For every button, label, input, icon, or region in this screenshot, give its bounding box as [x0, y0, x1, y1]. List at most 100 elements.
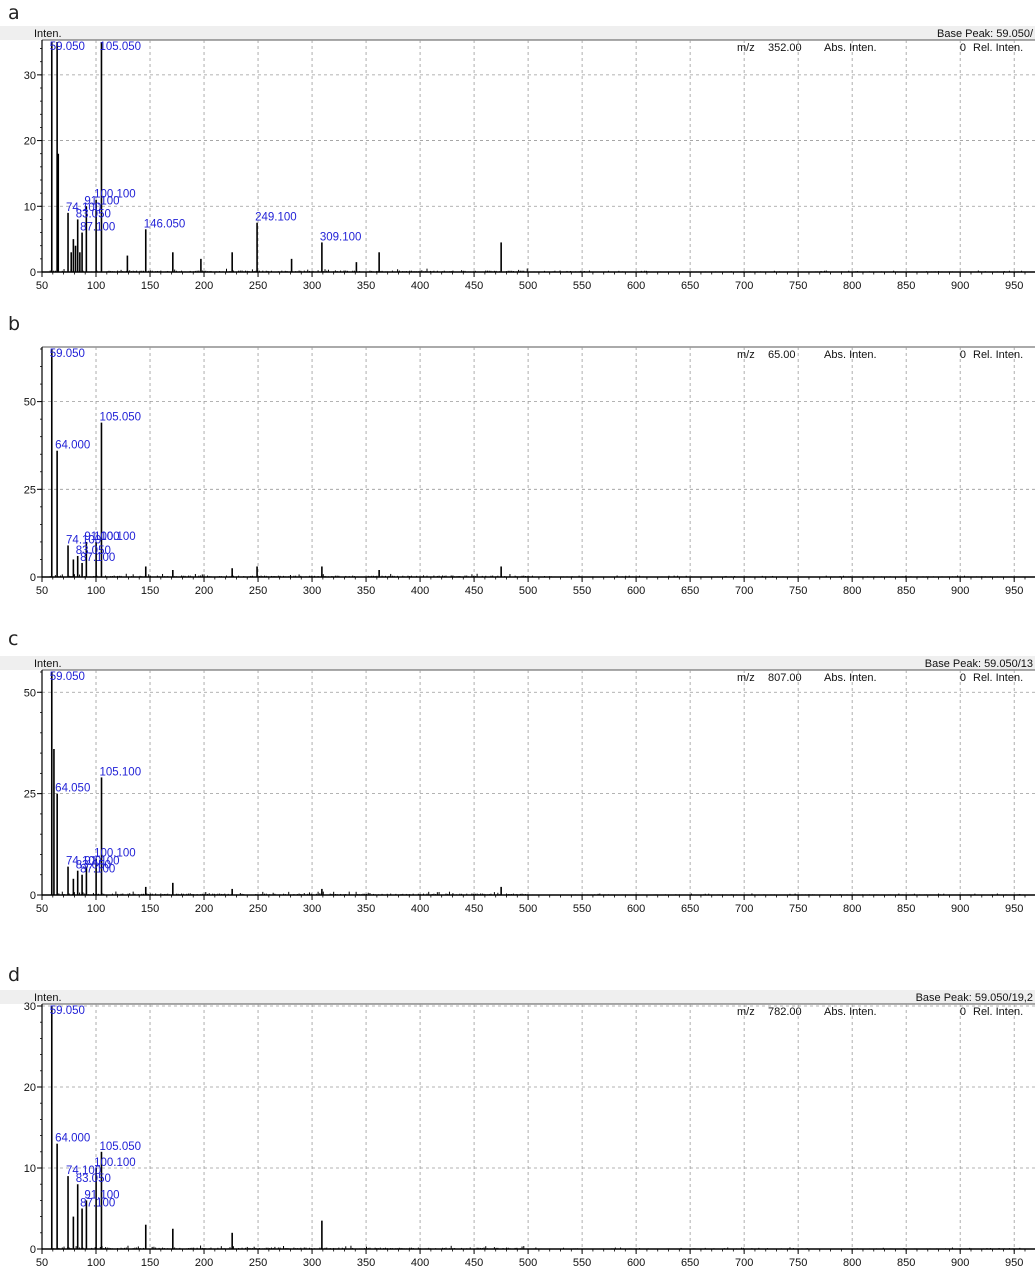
x-tick-label: 800 [843, 903, 861, 915]
peak-label: 100.100 [94, 1157, 136, 1169]
x-tick-label: 950 [1005, 280, 1023, 292]
readout-mz-label: m/z [737, 42, 755, 54]
peak-label: 59.050 [50, 671, 85, 683]
x-tick-label: 100 [87, 1257, 105, 1269]
readout-mz-value: 352.00 [768, 42, 802, 54]
x-tick-label: 150 [141, 585, 159, 597]
readout-rel-label: Rel. Inten. [973, 1006, 1023, 1018]
peak-label: 64.050 [55, 783, 90, 795]
y-tick-label: 10 [24, 201, 36, 213]
peak-label: 91.100 [84, 856, 119, 868]
x-tick-label: 850 [897, 1257, 915, 1269]
x-tick-label: 700 [735, 585, 753, 597]
y-tick-label: 50 [24, 397, 36, 409]
readout-rel-label: Rel. Inten. [973, 672, 1023, 684]
intensity-label: Inten. [34, 658, 62, 670]
y-tick-label: 0 [30, 572, 36, 584]
readout-abs-label: Abs. Inten. [824, 349, 877, 361]
x-tick-label: 350 [357, 1257, 375, 1269]
panel-letter-c: c [8, 628, 19, 650]
x-tick-label: 250 [249, 903, 267, 915]
x-tick-label: 650 [681, 585, 699, 597]
header-strip [0, 656, 1035, 670]
y-tick-label: 0 [30, 890, 36, 902]
x-tick-label: 700 [735, 1257, 753, 1269]
readout-mz-value: 782.00 [768, 1006, 802, 1018]
readout-mz-label: m/z [737, 672, 755, 684]
x-tick-label: 600 [627, 1257, 645, 1269]
x-tick-label: 400 [411, 280, 429, 292]
readout-mz-label: m/z [737, 349, 755, 361]
x-tick-label: 600 [627, 280, 645, 292]
x-tick-label: 450 [465, 280, 483, 292]
x-tick-label: 250 [249, 1257, 267, 1269]
peak-label: 146.050 [144, 218, 186, 230]
x-tick-label: 650 [681, 1257, 699, 1269]
peak-label: 91.100 [84, 195, 119, 207]
x-tick-label: 350 [357, 280, 375, 292]
readout-abs-label: Abs. Inten. [824, 672, 877, 684]
x-tick-label: 750 [789, 1257, 807, 1269]
panel-letter-d: d [8, 964, 21, 986]
x-tick-label: 500 [519, 903, 537, 915]
spectrum-d: Inten. Base Peak: 59.050/19,2 m/z 782.00 Abs… [0, 990, 1035, 1269]
x-tick-label: 900 [951, 1257, 969, 1269]
x-tick-label: 950 [1005, 585, 1023, 597]
x-tick-label: 200 [195, 903, 213, 915]
x-tick-label: 800 [843, 1257, 861, 1269]
readout-abs-value: 0 [960, 349, 966, 361]
peak-label: 74.100 [66, 856, 101, 868]
peak-label: 309.100 [320, 231, 362, 243]
x-tick-label: 500 [519, 280, 537, 292]
peak-label: 100.100 [94, 189, 136, 201]
spectrum-b: m/z 65.00 Abs. Inten. 0 Rel. Inten. 59.050 64.… [24, 346, 1035, 597]
x-tick-label: 50 [36, 585, 48, 597]
x-tick-label: 550 [573, 280, 591, 292]
y-tick-label: 30 [24, 70, 36, 82]
peak-label: 74.100 [66, 1165, 101, 1177]
x-tick-label: 350 [357, 585, 375, 597]
readout-rel-label: Rel. Inten. [973, 42, 1023, 54]
x-tick-label: 300 [303, 280, 321, 292]
x-tick-label: 500 [519, 1257, 537, 1269]
x-tick-label: 500 [519, 585, 537, 597]
readout-mz-label: m/z [737, 1006, 755, 1018]
x-tick-label: 100 [87, 280, 105, 292]
peak-label: 83.050 [76, 860, 111, 872]
x-tick-label: 150 [141, 1257, 159, 1269]
y-tick-label: 50 [24, 687, 36, 699]
peak-label: 59.050 [50, 41, 85, 53]
x-tick-label: 900 [951, 585, 969, 597]
header-strip [0, 990, 1035, 1004]
x-tick-label: 950 [1005, 903, 1023, 915]
x-tick-label: 850 [897, 280, 915, 292]
readout-abs-value: 0 [960, 672, 966, 684]
x-tick-label: 450 [465, 903, 483, 915]
x-tick-label: 550 [573, 903, 591, 915]
peak-label: 83.050 [76, 1173, 111, 1185]
x-tick-label: 400 [411, 1257, 429, 1269]
x-tick-label: 400 [411, 585, 429, 597]
readout-mz-value: 65.00 [768, 349, 796, 361]
readout-rel-label: Rel. Inten. [973, 349, 1023, 361]
x-tick-label: 850 [897, 585, 915, 597]
x-tick-label: 800 [843, 585, 861, 597]
x-tick-label: 250 [249, 585, 267, 597]
base-peak-label: Base Peak: 59.050/19,2 [916, 992, 1033, 1004]
peak-label: 87.100 [80, 864, 115, 876]
y-tick-label: 10 [24, 1163, 36, 1175]
x-tick-label: 400 [411, 903, 429, 915]
x-tick-label: 750 [789, 585, 807, 597]
x-tick-label: 750 [789, 903, 807, 915]
peak-label: 87.100 [80, 1198, 115, 1210]
x-tick-label: 850 [897, 903, 915, 915]
x-tick-label: 350 [357, 903, 375, 915]
x-tick-label: 600 [627, 903, 645, 915]
x-tick-label: 900 [951, 903, 969, 915]
y-tick-label: 25 [24, 484, 36, 496]
peak-label: 74.100 [66, 534, 101, 546]
peak-label: 87.100 [80, 552, 115, 564]
x-tick-label: 150 [141, 903, 159, 915]
x-tick-label: 200 [195, 585, 213, 597]
x-tick-label: 50 [36, 1257, 48, 1269]
